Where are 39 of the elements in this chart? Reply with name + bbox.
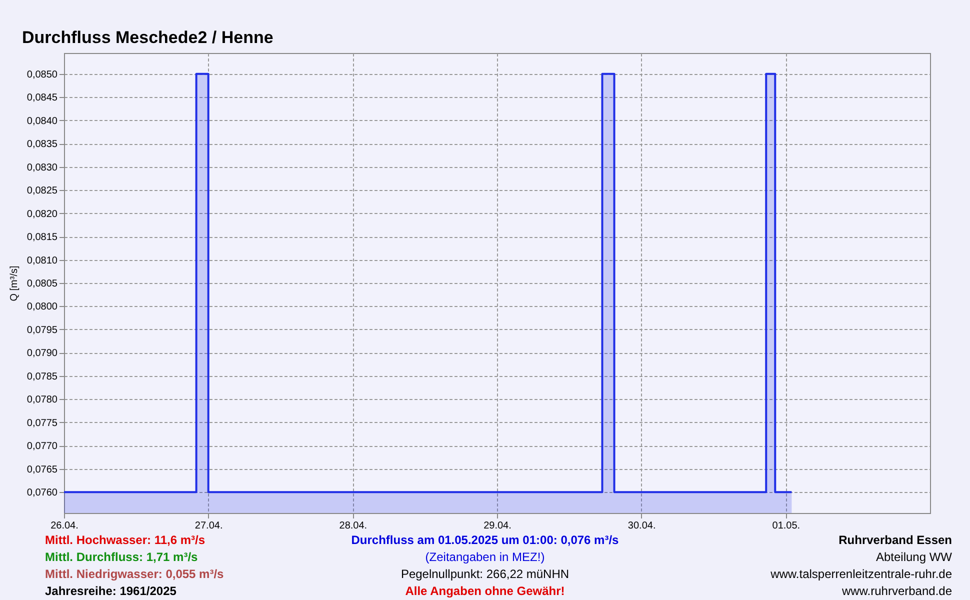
text: Mittl. Durchfluss: 1,71 m³/s xyxy=(45,550,198,564)
x-tick-label: 27.04. xyxy=(194,520,223,532)
x-tick-label: 26.04. xyxy=(50,520,78,532)
text: www.ruhrverband.de xyxy=(842,584,952,598)
y-tick-label: 0,0775 xyxy=(26,418,58,429)
text: Alle Angaben ohne Gewähr! xyxy=(405,584,565,598)
y-tick-label: 0,0845 xyxy=(26,92,58,104)
y-tick-label: 0,0770 xyxy=(26,441,58,452)
x-tick-label: 29.04. xyxy=(484,520,512,532)
y-tick-label: 0,0850 xyxy=(26,69,58,80)
y-tick-label: 0,0790 xyxy=(26,348,58,360)
y-tick-label: 0,0840 xyxy=(26,116,58,127)
text: Mittl. Niedrigwasser: 0,055 m³/s xyxy=(45,567,224,581)
y-axis-title: Q [m³/s] xyxy=(8,266,20,302)
y-tick-label: 0,0825 xyxy=(26,186,58,197)
y-tick-label: 0,0760 xyxy=(26,488,58,499)
text: Abteilung WW xyxy=(876,550,952,564)
text: Durchfluss am 01.05.2025 um 01:00: 0,076 m³/s xyxy=(351,533,619,547)
x-tick-label: 01.05. xyxy=(772,520,800,532)
y-tick-label: 0,0805 xyxy=(26,278,58,290)
text: Jahresreihe: 1961/2025 xyxy=(45,584,176,598)
y-tick-label: 0,0820 xyxy=(26,208,58,220)
x-tick-label: 28.04. xyxy=(339,520,368,532)
y-tick-label: 0,0785 xyxy=(26,371,58,382)
y-tick-label: 0,0830 xyxy=(26,162,58,174)
y-tick-label: 0,0795 xyxy=(26,324,58,336)
text: (Zeitangaben in MEZ!) xyxy=(425,550,545,564)
text: Mittl. Hochwasser: 11,6 m³/s xyxy=(45,533,206,547)
y-tick-label: 0,0835 xyxy=(26,139,58,150)
y-tick-label: 0,0765 xyxy=(26,464,58,476)
x-tick-label: 30.04. xyxy=(628,520,656,532)
chart-title: Durchfluss Meschede2 / Henne xyxy=(22,28,274,47)
y-tick-label: 0,0810 xyxy=(26,255,58,266)
y-tick-label: 0,0780 xyxy=(26,394,58,406)
text: Pegelnullpunkt: 266,22 müNHN xyxy=(400,567,570,581)
text: www.talsperrenleitzentrale-ruhr.de xyxy=(770,567,952,581)
y-tick-label: 0,0800 xyxy=(26,302,58,313)
text: Ruhrverband Essen xyxy=(838,533,952,547)
y-tick-label: 0,0815 xyxy=(26,232,58,244)
